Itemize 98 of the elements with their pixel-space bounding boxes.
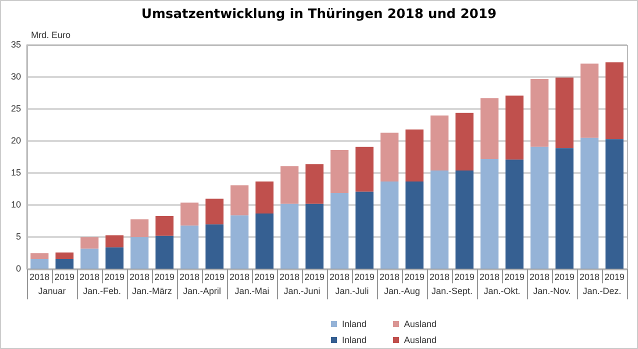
text: Jan.-Juni [284,286,320,296]
x-tick-label: 2018 [329,272,350,282]
text: Januar [38,286,66,296]
x-tick-label: 2018 [479,272,500,282]
bar [606,139,624,269]
y-tick-label: 25 [10,104,22,114]
x-tick-label: 2018 [279,272,300,282]
bar [530,78,548,147]
x-tick-label: 2018 [529,272,550,282]
bar [280,166,299,204]
y-tick-label: 35 [10,39,22,50]
bar [256,213,274,269]
bar [480,159,499,269]
bar [56,258,74,269]
bar [356,192,374,269]
bar [530,146,548,269]
bar [230,215,249,269]
text: Jan.-Nov. [533,286,571,296]
bar [580,138,598,269]
bar [156,236,174,269]
bar [106,247,124,269]
bar [280,204,299,269]
bar [156,216,174,236]
bar [180,202,199,226]
bar [130,219,149,238]
text: Jan.-Okt. [484,286,520,296]
x-tick-label: 2019 [354,272,375,282]
bar [580,64,598,138]
x-tick-label: 2019 [404,272,425,282]
bar [506,96,524,160]
text: Jan.-Sept. [431,286,473,296]
legend-label: Inland [342,319,367,329]
x-tick-label: 2019 [254,272,275,282]
bar [556,148,574,269]
bar [456,112,474,171]
y-axis-title: Mrd. Euro [31,30,71,40]
text: Jan.-Mai [234,286,270,296]
bar [106,235,124,248]
bar [256,181,274,214]
bar [430,115,449,171]
legend-label: Ausland [404,319,437,329]
x-tick-label: 2019 [554,272,575,282]
bar [80,248,99,269]
y-tick-label: 0 [16,264,22,274]
bar [330,150,349,193]
bar [80,237,99,249]
x-tick-label: 2019 [154,272,175,282]
bar [406,130,424,182]
y-tick-label: 15 [10,168,22,178]
x-tick-label: 2018 [229,272,250,282]
x-tick-label: 2018 [129,272,150,282]
bar [306,164,324,204]
bar [406,181,424,269]
x-tick-label: 2019 [204,272,225,282]
x-tick-label: 2019 [304,272,325,282]
x-tick-label: 2018 [29,272,50,282]
bar [456,170,474,269]
chart-title: Umsatzentwicklung in Thüringen 2018 und 2019 [140,7,498,22]
x-tick-label: 2019 [104,272,125,282]
y-tick-label: 10 [10,200,22,210]
bar [230,185,249,216]
bar [130,237,149,269]
legend-label: Inland [342,335,367,345]
bar [506,160,524,269]
bar [430,170,449,269]
x-tick-label: 2018 [579,272,600,282]
x-tick-label: 2018 [429,272,450,282]
y-tick-label: 5 [16,232,22,242]
text: Jan.-Juli [335,286,369,296]
x-tick-label: 2018 [79,272,100,282]
bar [556,78,574,148]
bar [180,226,199,269]
legend-label: Ausland [404,335,437,345]
y-tick-label: 20 [10,136,22,146]
bar [330,192,349,269]
bar [206,224,224,269]
bar [30,258,49,269]
x-tick-label: 2019 [54,272,75,282]
bar [380,132,399,182]
bar [480,98,499,160]
bar [606,62,624,140]
bar [380,181,399,269]
bar [206,198,224,224]
x-tick-label: 2019 [454,272,475,282]
bar [56,252,74,259]
text: Jan.-April [183,286,222,296]
text: Jan.-Aug [384,286,420,296]
x-tick-label: 2019 [504,272,525,282]
text: Jan.-Dez. [582,286,622,296]
x-tick-label: 2018 [179,272,200,282]
text: Jan.-Feb. [82,286,122,296]
text: Jan.-März [132,286,173,296]
bar [306,204,324,269]
x-tick-label: 2019 [604,272,625,282]
bar [30,253,49,259]
bar [356,146,374,192]
x-tick-label: 2018 [379,272,400,282]
y-tick-label: 30 [10,72,22,82]
